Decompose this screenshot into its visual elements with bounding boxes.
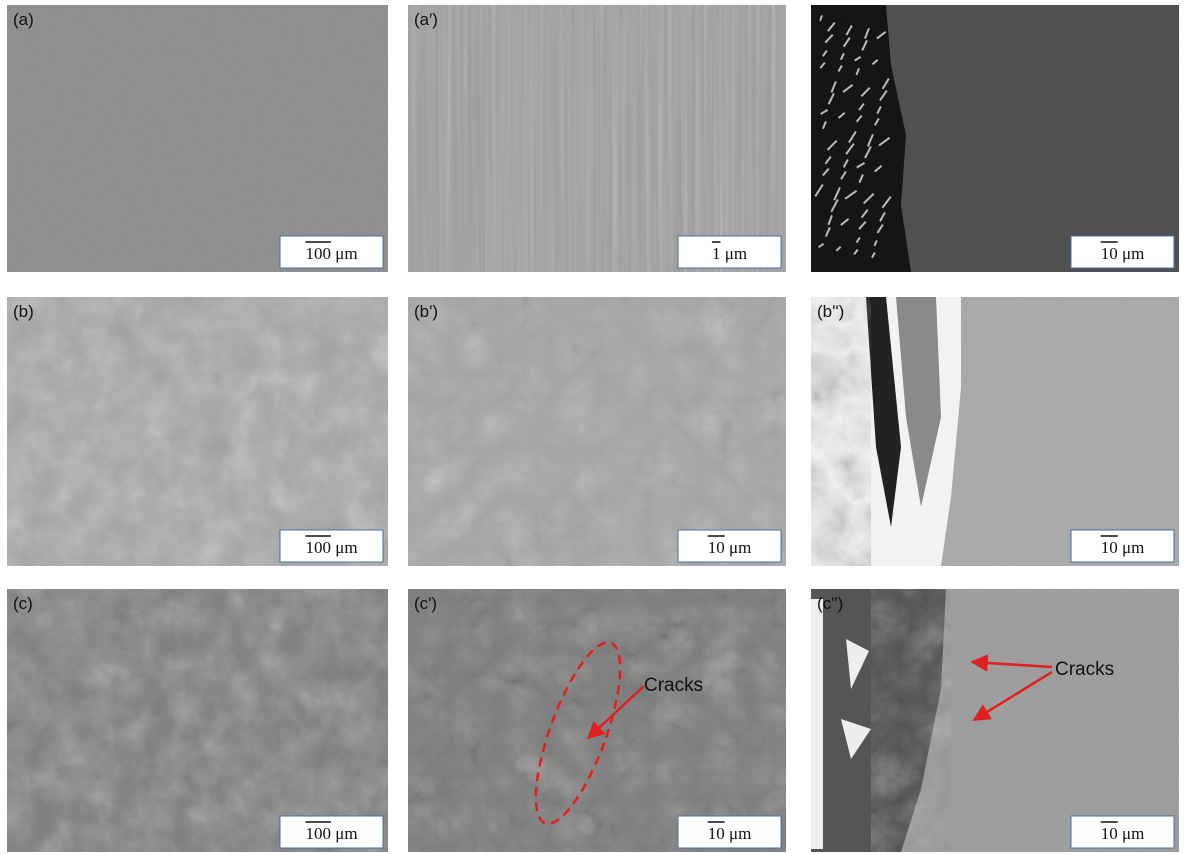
micrograph-panel: (c') 10 μm bbox=[408, 589, 786, 852]
micrograph-panel: (c'') 10 μm bbox=[811, 589, 1179, 852]
left-texture bbox=[811, 297, 871, 566]
scale-label: 100 μm bbox=[305, 538, 357, 557]
panel-label: (c'') bbox=[817, 594, 843, 613]
scale-label: 10 μm bbox=[708, 538, 752, 557]
panel-label: (b'') bbox=[817, 302, 844, 321]
micrograph-panel: (b) 100 μm bbox=[7, 297, 388, 566]
scale-label: 10 μm bbox=[1101, 538, 1145, 557]
image-texture bbox=[7, 5, 388, 272]
scale-label: 10 μm bbox=[1101, 244, 1145, 263]
panel-label: (c') bbox=[414, 594, 437, 613]
panel-label: (c) bbox=[13, 594, 33, 613]
left-texture bbox=[871, 589, 951, 852]
scale-label: 1 μm bbox=[712, 244, 747, 263]
figure: (a) 100 μm (a′) 1 μm (a'') 10 μm (b) 100 μm (b')… bbox=[0, 0, 1184, 854]
annotation-label: Cracks bbox=[644, 675, 703, 696]
white-strip bbox=[811, 599, 823, 849]
panel-label: (a′) bbox=[414, 10, 438, 29]
panel-label: (b') bbox=[414, 302, 438, 321]
image-texture bbox=[408, 5, 786, 272]
scale-label: 10 μm bbox=[1101, 824, 1145, 843]
micrograph-panel: (a'') 10 μm bbox=[811, 5, 1179, 272]
image-texture bbox=[7, 589, 388, 852]
image-texture bbox=[408, 589, 786, 852]
micrograph-panel: (a) 100 μm bbox=[7, 5, 388, 272]
scale-label: 10 μm bbox=[708, 824, 752, 843]
micrograph-panel: (c) 100 μm bbox=[7, 589, 388, 852]
scale-label: 100 μm bbox=[305, 244, 357, 263]
micrograph-panel: (b') 10 μm bbox=[408, 297, 786, 566]
panel-label: (a'') bbox=[817, 10, 844, 29]
annotation-label: Cracks bbox=[1055, 659, 1114, 680]
scale-label: 100 μm bbox=[305, 824, 357, 843]
panel-label: (a) bbox=[13, 10, 34, 29]
micrograph-panel: (a′) 1 μm bbox=[408, 5, 786, 272]
panel-label: (b) bbox=[13, 302, 34, 321]
image-texture bbox=[7, 297, 388, 566]
micrograph-panel: (b'') 10 μm bbox=[811, 297, 1179, 566]
image-texture bbox=[408, 297, 786, 566]
